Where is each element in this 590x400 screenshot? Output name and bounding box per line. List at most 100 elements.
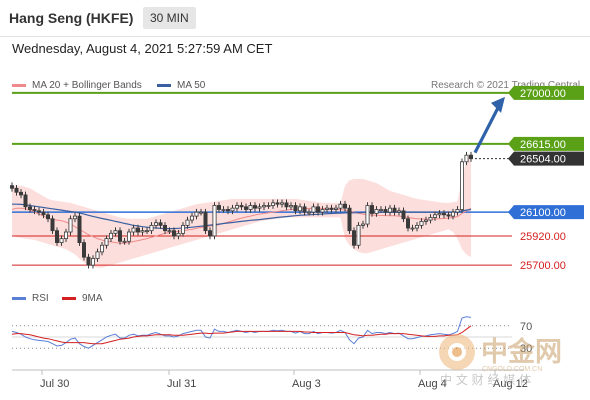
candle <box>207 227 212 240</box>
level-badge-pointer <box>508 151 514 166</box>
candle-body <box>50 218 55 232</box>
candle <box>109 230 114 242</box>
candle <box>185 216 190 229</box>
candle <box>351 227 356 249</box>
candle <box>455 206 460 216</box>
candle <box>14 184 19 196</box>
candle-body <box>378 209 383 211</box>
target-arrow-layer <box>473 96 505 154</box>
candle-body <box>414 224 419 229</box>
candle-body <box>315 206 320 213</box>
legend-9ma-label: 9MA <box>82 293 103 304</box>
candle <box>50 215 55 234</box>
candle-body <box>135 227 140 233</box>
time-axis-label: Aug 4 <box>418 378 447 390</box>
candle-body <box>374 209 379 214</box>
candle <box>338 200 343 212</box>
candle <box>91 255 96 269</box>
candle-body <box>243 206 248 210</box>
candle-body <box>37 210 42 213</box>
candle-body <box>356 224 361 246</box>
candle-body <box>189 215 194 221</box>
level-badge-26615.00 <box>514 136 584 151</box>
candle <box>162 222 167 234</box>
candle-body <box>18 191 23 196</box>
candle <box>347 204 352 234</box>
candle-body <box>351 230 356 246</box>
candle-body <box>239 205 244 208</box>
candle-body <box>288 205 293 208</box>
candle <box>32 206 37 215</box>
candle-body <box>455 209 460 213</box>
candle <box>41 208 46 219</box>
candle-body <box>59 238 64 244</box>
candle-body <box>252 205 257 209</box>
candle-body <box>162 224 167 232</box>
candle-body <box>320 209 325 213</box>
candle-body <box>275 202 280 205</box>
rsi-panel: 30 70 <box>11 316 532 355</box>
timeframe-badge[interactable]: 30 MIN <box>143 7 196 29</box>
candle <box>153 219 158 229</box>
candle <box>356 222 361 249</box>
candle <box>324 204 329 213</box>
candle <box>46 211 51 223</box>
candle-body <box>234 205 239 209</box>
candle <box>68 215 73 236</box>
level-labels-layer: 27000.00 26615.00 26504.00 26100.00 25920.00… <box>508 85 584 272</box>
candle-body <box>266 205 271 207</box>
level-label-27000.00: 27000.00 <box>520 88 566 100</box>
candle-body <box>369 205 374 214</box>
candle-body <box>131 227 136 233</box>
candle <box>288 202 293 211</box>
candle-body <box>77 215 82 244</box>
candle-body <box>401 210 406 220</box>
level-label-25920.00: 25920.00 <box>520 231 566 243</box>
candle <box>275 199 280 208</box>
candle <box>450 208 455 220</box>
candle-body <box>144 230 149 233</box>
candle <box>176 230 181 240</box>
candle-body <box>158 222 163 226</box>
candle <box>320 206 325 216</box>
legend-9ma: 9MA <box>62 293 103 304</box>
candle-body <box>27 206 32 210</box>
candle <box>203 208 208 234</box>
candle <box>423 216 428 225</box>
bollinger-band-layer <box>12 152 471 268</box>
rsi-tick-label: 70 <box>520 321 532 333</box>
candle-body <box>302 206 307 213</box>
candle-body <box>207 230 212 237</box>
candle-body <box>100 244 105 253</box>
legend-rsi: RSI <box>12 293 49 304</box>
candle <box>239 202 244 211</box>
chart-header: Hang Seng (HKFE) 30 MIN <box>0 0 590 37</box>
candle <box>64 228 69 242</box>
candle <box>59 235 64 246</box>
candle-body <box>122 240 127 243</box>
candle-body <box>392 207 397 213</box>
candle <box>127 228 132 245</box>
candle <box>414 222 419 232</box>
candle-body <box>297 206 302 212</box>
candle <box>113 227 118 237</box>
candle-body <box>257 206 262 209</box>
level-label-26504.00: 26504.00 <box>520 154 566 166</box>
level-badge-pointer <box>508 205 514 220</box>
level-badge-pointer <box>508 85 514 100</box>
candle-body <box>14 187 19 193</box>
level-badge-pointer <box>508 136 514 151</box>
candle <box>144 227 149 234</box>
time-axis-label: Aug 12 <box>493 378 528 390</box>
candle-body <box>171 230 176 237</box>
instrument-title: Hang Seng (HKFE) <box>9 10 134 26</box>
candle <box>369 202 374 217</box>
candle <box>446 211 451 220</box>
candle <box>464 151 469 166</box>
candle <box>216 202 221 213</box>
candle-body <box>230 207 235 212</box>
candle <box>270 199 275 209</box>
candle <box>284 199 289 211</box>
candle-body <box>216 205 221 210</box>
candle <box>306 208 311 216</box>
